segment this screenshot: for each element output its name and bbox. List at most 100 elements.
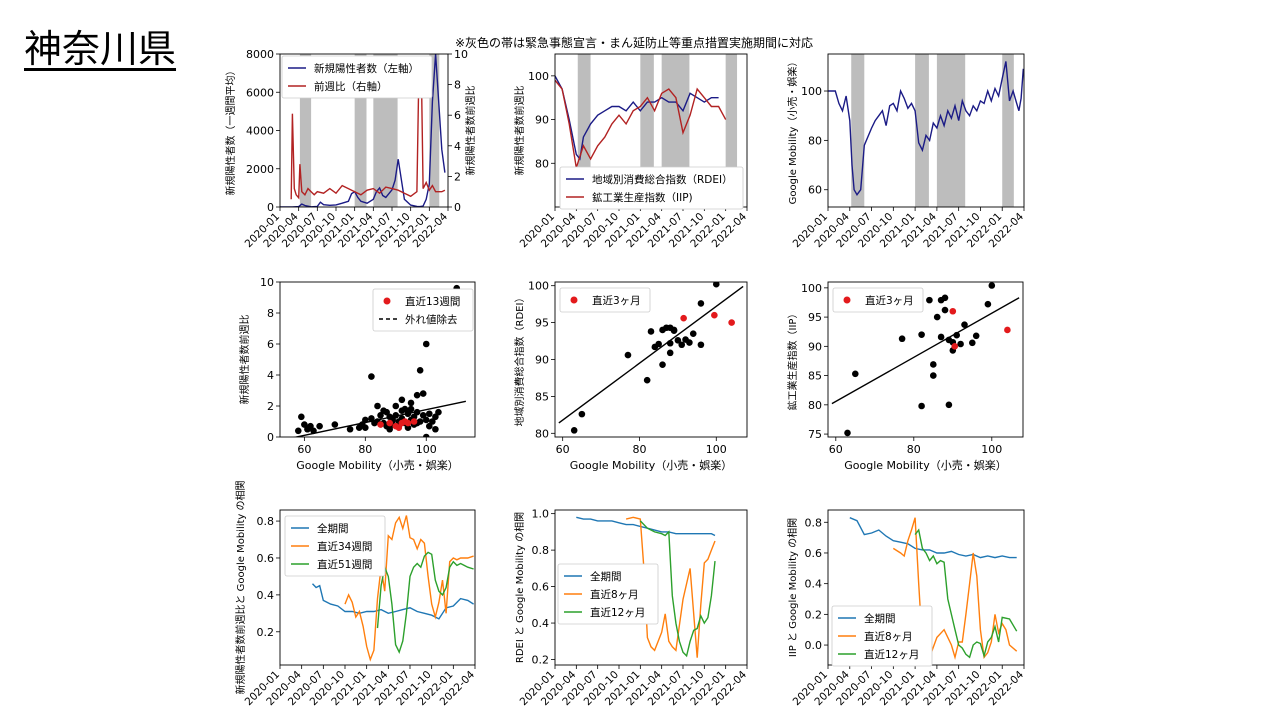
c5-scatter-point — [647, 328, 655, 335]
c4-recent-point — [395, 424, 403, 432]
c3-shaded-band — [936, 54, 966, 207]
c2-yaxis-label: 新規陽性者数前週比 — [513, 86, 526, 176]
c7-legend-label: 直近34週間 — [317, 540, 372, 553]
c8-legend-label: 全期間 — [590, 570, 622, 583]
c1-y2axis-label: 新規陽性者数前週比 — [464, 86, 477, 176]
c6-legend-label: 直近3ヶ月 — [865, 294, 914, 307]
c2-ytick-label: 80 — [535, 157, 549, 170]
c4-scatter-point — [383, 408, 390, 416]
c5-scatter-point — [712, 282, 720, 288]
c5-scatter-point — [666, 339, 674, 347]
c6-scatter-point — [945, 401, 953, 409]
c6-scatter-point — [937, 333, 945, 341]
c7-legend-label: 直近51週間 — [317, 558, 372, 571]
c4-xtick-label: 80 — [358, 443, 372, 456]
c4-scatter-point — [362, 416, 369, 424]
c2-shaded-band — [725, 54, 738, 207]
c4-scatter-point — [422, 433, 430, 437]
c1-ytick-label: 0 — [267, 201, 274, 214]
c4-legend-marker — [383, 297, 391, 305]
c5-scatter-point — [678, 341, 686, 349]
c1-legend-label: 新規陽性者数（左軸） — [314, 62, 419, 75]
c4-scatter-point — [425, 410, 433, 418]
c1-y2tick-label: 6 — [454, 109, 461, 122]
c5-legend-label: 直近3ヶ月 — [592, 294, 641, 307]
c8-ytick-label: 0.2 — [532, 654, 550, 667]
c3-ytick-label: 80 — [808, 134, 822, 147]
c4-scatter-point — [404, 424, 412, 432]
c6-xtick-label: 80 — [907, 443, 921, 456]
c3-shaded-band — [1002, 54, 1014, 207]
c4-scatter-point — [413, 391, 421, 399]
c5-xtick-label: 60 — [556, 443, 570, 456]
c6-ytick-label: 75 — [808, 428, 822, 441]
c5-scatter-point — [570, 427, 578, 434]
c6-plot-area — [831, 282, 1020, 437]
c4-scatter-point — [429, 418, 436, 425]
c4-scatter-point — [377, 412, 384, 419]
c9-ytick-label: 0.2 — [805, 608, 823, 621]
c4-scatter-point — [392, 412, 400, 419]
c4-recent-point — [386, 419, 393, 427]
c5-scatter-point — [624, 351, 632, 359]
c5-recent-point — [711, 311, 718, 319]
c5-xaxis-label: Google Mobility（小売・娯楽） — [570, 458, 732, 472]
c6-recent-point — [949, 307, 957, 315]
c5-scatter-point — [697, 341, 705, 349]
c1-y2tick-label: 10 — [454, 48, 468, 61]
c6-scatter-point — [933, 313, 941, 321]
c8-ytick-label: 1.0 — [532, 508, 550, 521]
c7-series-line-1 — [344, 515, 474, 662]
c5-plot-area — [558, 282, 744, 434]
c1-legend-box — [281, 55, 433, 99]
c1-shaded-band — [354, 54, 367, 207]
c1-legend-label: 前週比（右軸） — [314, 80, 388, 93]
c1-ytick-label: 8000 — [246, 48, 274, 61]
c4-scatter-point — [398, 396, 406, 404]
c2-series-line-1 — [555, 79, 727, 168]
c9-legend-box — [831, 605, 933, 667]
c4-legend-label: 外れ値除去 — [405, 313, 458, 326]
c6-xtick-label: 60 — [829, 443, 843, 456]
c6-scatter-point — [961, 321, 968, 328]
c9-ytick-label: 0.6 — [805, 547, 823, 560]
c5-scatter-point — [674, 337, 682, 344]
c8-yaxis-label: RDEI と Google Mobility の相関 — [513, 512, 526, 663]
c5-ytick-label: 95 — [535, 317, 549, 330]
c6-scatter-point — [926, 296, 933, 304]
c9-series-line-0 — [849, 517, 1017, 559]
c3-shaded-band — [851, 54, 865, 207]
c3-yaxis-label: Google Mobility（小売・娯楽） — [786, 57, 799, 205]
c6-scatter-point — [957, 340, 964, 348]
c4-scatter-point — [422, 340, 430, 348]
c6-recent-point — [951, 343, 959, 350]
c6-scatter-point — [953, 331, 960, 339]
c4-scatter-point — [331, 421, 339, 428]
c4-recent-point — [410, 418, 418, 425]
c3-ytick-label: 60 — [808, 184, 822, 197]
c6-scatter-point — [941, 294, 949, 302]
c4-scatter-point — [301, 421, 308, 428]
c6-scatter-point — [969, 339, 976, 347]
c6-scatter-point — [988, 282, 996, 289]
c3-axes-frame — [827, 53, 1025, 208]
c4-recent-point — [377, 421, 384, 428]
c9-yaxis-label: IIP と Google Mobility の相関 — [786, 518, 799, 657]
c5-scatter-point — [643, 376, 651, 384]
c9-legend-label: 直近8ヶ月 — [864, 630, 913, 643]
c1-series-line-1 — [290, 60, 446, 200]
c9-ytick-label: 0.0 — [805, 639, 823, 652]
c2-legend-box — [559, 166, 744, 210]
c7-ytick-label: 0.6 — [257, 552, 275, 565]
c8-legend-box — [557, 563, 659, 625]
c4-ytick-label: 0 — [267, 431, 274, 444]
c6-axes-frame — [827, 281, 1024, 438]
c4-scatter-point — [435, 408, 442, 416]
c6-ytick-label: 80 — [808, 399, 822, 412]
c4-scatter-point — [374, 402, 381, 410]
c1-yaxis-label: 新規陽性者数（一週間平均） — [224, 66, 237, 196]
c1-ytick-label: 2000 — [246, 163, 274, 176]
c6-scatter-point — [852, 370, 859, 378]
c6-scatter-point — [898, 335, 906, 343]
c4-plot-area — [293, 284, 467, 437]
